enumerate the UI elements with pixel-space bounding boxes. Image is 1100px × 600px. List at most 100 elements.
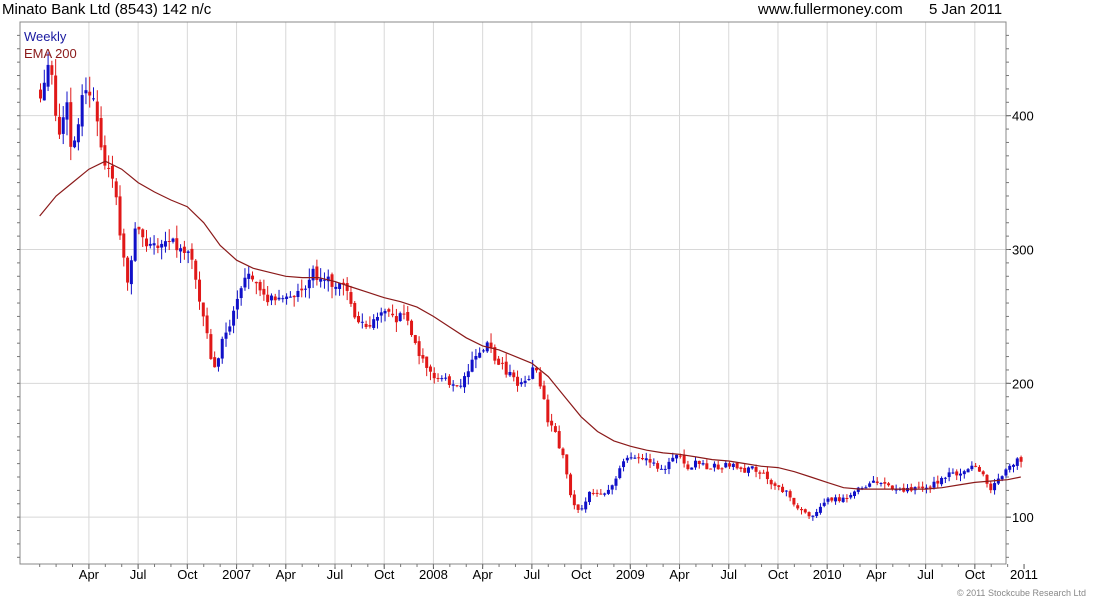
x-tick-label: Oct — [965, 567, 986, 582]
candle-body — [251, 275, 255, 280]
candle — [254, 281, 258, 295]
candle-body — [315, 266, 319, 281]
candle — [141, 228, 145, 247]
candle-body — [368, 325, 372, 327]
candle-body — [349, 292, 353, 304]
x-tick-label: 2011 — [1010, 567, 1038, 582]
y-tick-label: 100 — [1012, 510, 1034, 525]
candle — [455, 385, 459, 388]
candle — [171, 237, 175, 244]
candle-body — [746, 467, 750, 473]
candle-body — [856, 487, 860, 492]
ema-200-line — [39, 160, 1021, 490]
candle-body — [754, 467, 758, 472]
candle-body — [614, 478, 618, 486]
candle-body — [523, 380, 527, 383]
candle — [917, 481, 921, 489]
candle — [353, 300, 357, 320]
candle — [799, 507, 803, 515]
candle — [852, 490, 856, 499]
candle-body — [334, 286, 338, 289]
candle-body — [398, 313, 402, 322]
candle — [614, 476, 618, 491]
candle — [216, 357, 220, 372]
candle-body — [519, 382, 523, 385]
candle-body — [489, 342, 493, 349]
legend-weekly: Weekly — [24, 29, 67, 44]
candle — [360, 313, 364, 329]
candle-body — [769, 480, 773, 485]
candle — [61, 106, 65, 145]
candle-body — [830, 497, 834, 501]
candle-body — [375, 316, 379, 321]
candle — [194, 258, 198, 289]
candle-body — [629, 457, 633, 459]
candle-body — [728, 463, 732, 467]
candle — [584, 497, 588, 513]
candle — [258, 279, 262, 297]
candle-body — [652, 462, 656, 464]
candle-body — [943, 477, 947, 479]
candle-body — [792, 497, 796, 505]
candle — [864, 485, 868, 489]
candle-body — [557, 431, 561, 449]
x-tick-label: Apr — [276, 567, 297, 582]
candle-body — [561, 448, 565, 456]
candle — [1019, 455, 1023, 468]
candle — [837, 493, 841, 503]
candle-body — [99, 118, 103, 148]
candle-body — [989, 483, 993, 491]
candle — [311, 265, 315, 288]
candle — [887, 481, 891, 487]
candle — [962, 469, 966, 479]
candle — [95, 90, 99, 137]
candle-body — [633, 457, 637, 459]
candle-body — [413, 335, 417, 344]
candle-body — [516, 376, 520, 386]
candle — [50, 60, 54, 85]
candle-body — [1012, 464, 1016, 467]
candle-body — [95, 101, 99, 122]
candle-body — [345, 283, 349, 291]
candle — [470, 351, 474, 373]
x-tick-label: Jul — [130, 567, 147, 582]
candle — [213, 351, 217, 368]
candle — [550, 413, 554, 432]
candle — [508, 364, 512, 377]
candle — [595, 489, 599, 497]
candle-body — [781, 486, 785, 493]
candle-body — [326, 276, 330, 282]
candle-body — [618, 468, 622, 479]
candle-body — [606, 489, 610, 494]
candle — [807, 511, 811, 520]
candle-body — [818, 506, 822, 513]
candle — [65, 91, 69, 136]
candle — [148, 237, 152, 249]
candle — [39, 83, 43, 103]
candle-body — [690, 467, 694, 470]
candle — [387, 307, 391, 317]
candle — [818, 503, 822, 515]
candle-body — [175, 238, 179, 251]
candle — [129, 255, 133, 295]
candle — [902, 483, 906, 493]
candle-body — [357, 316, 361, 323]
candle — [970, 461, 974, 472]
candle — [576, 504, 580, 514]
candle — [1008, 463, 1012, 473]
candle — [572, 490, 576, 510]
candle — [368, 316, 372, 329]
candle — [145, 229, 149, 252]
candle — [947, 467, 951, 482]
candle-body — [493, 347, 497, 361]
candle — [436, 373, 440, 383]
candle-body — [610, 485, 614, 490]
candle — [996, 473, 1000, 486]
candle — [182, 240, 186, 260]
candle — [163, 231, 167, 253]
candle-body — [758, 472, 762, 474]
candle-body — [887, 483, 891, 486]
candle — [663, 465, 667, 474]
x-tick-label: Oct — [571, 567, 592, 582]
candle-body — [379, 312, 383, 316]
